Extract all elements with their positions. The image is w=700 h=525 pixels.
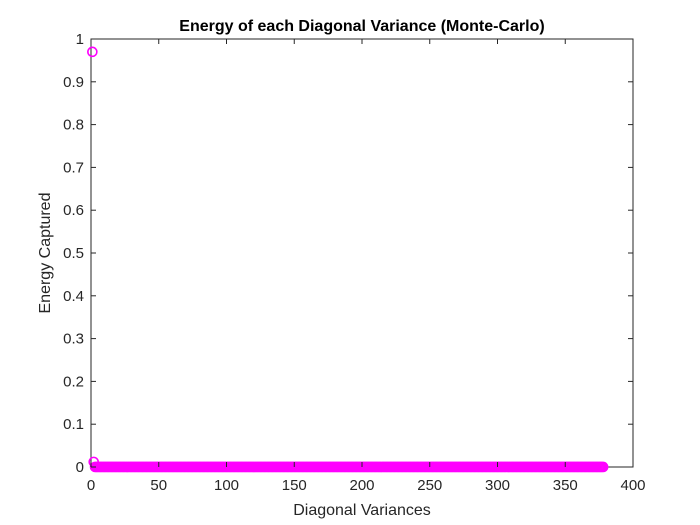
axes-box bbox=[90, 38, 634, 468]
y-tick-label: 0.2 bbox=[63, 373, 84, 390]
x-axis-label: Diagonal Variances bbox=[293, 502, 431, 519]
data-points-layer bbox=[87, 46, 609, 473]
y-tick-label: 1 bbox=[76, 31, 84, 48]
y-tick-label: 0.9 bbox=[63, 74, 84, 91]
y-tick-label: 0.3 bbox=[63, 331, 84, 348]
x-tick-label: 250 bbox=[417, 477, 442, 494]
y-axis-label: Energy Captured bbox=[37, 193, 54, 314]
y-tick-label: 0.5 bbox=[63, 245, 84, 262]
y-tick-label: 0 bbox=[76, 459, 84, 476]
y-tick-label: 0.6 bbox=[63, 202, 84, 219]
x-tick-label: 200 bbox=[349, 477, 374, 494]
x-tick-label: 350 bbox=[553, 477, 578, 494]
data-point bbox=[87, 46, 98, 58]
y-tick-label: 0.8 bbox=[63, 117, 84, 134]
x-tick-label: 100 bbox=[214, 477, 239, 494]
data-point bbox=[597, 461, 609, 473]
ticks-layer: 0 50 100 150 200 250 300 350 400 0 0.1 0.2 0.3 0.4 0.5… bbox=[63, 31, 645, 494]
y-tick-label: 0.7 bbox=[63, 159, 84, 176]
x-tick-label: 400 bbox=[620, 477, 645, 494]
x-tick-label: 0 bbox=[87, 477, 95, 494]
x-tick-label: 50 bbox=[150, 477, 167, 494]
plot-area bbox=[90, 38, 634, 468]
x-tick-label: 300 bbox=[485, 477, 510, 494]
chart-title: Energy of each Diagonal Variance (Monte-… bbox=[179, 18, 544, 35]
x-tick-label: 150 bbox=[282, 477, 307, 494]
y-tick-label: 0.4 bbox=[63, 288, 84, 305]
y-tick-label: 0.1 bbox=[63, 416, 84, 433]
